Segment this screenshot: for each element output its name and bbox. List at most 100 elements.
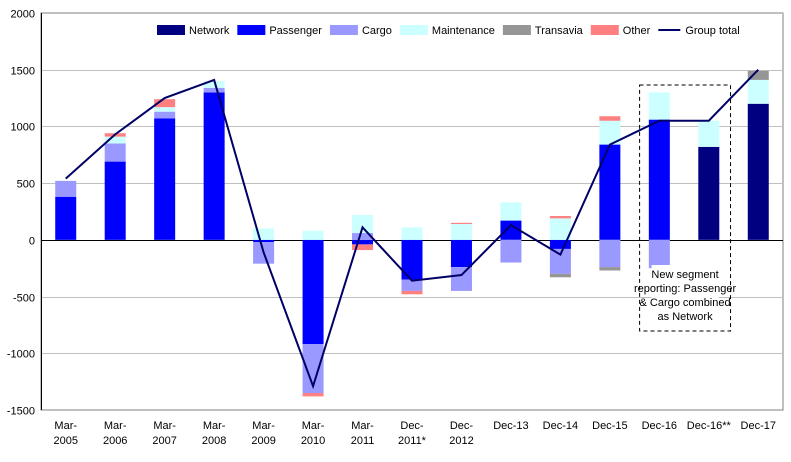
x-tick-label: Mar-: [351, 420, 374, 432]
x-tick-label: Mar-: [203, 420, 226, 432]
x-tick-label: Mar-: [54, 420, 77, 432]
legend-label: Maintenance: [432, 25, 495, 37]
annotation-text: reporting: Passenger: [634, 283, 736, 295]
bar-cargo: [55, 180, 77, 197]
x-tick-label: Dec-: [450, 420, 474, 432]
x-tick-label: Dec-17: [741, 420, 776, 432]
x-tick-label: Dec-16: [642, 420, 677, 432]
bar-other: [599, 116, 621, 121]
x-tick-label: Mar-: [302, 420, 325, 432]
y-tick-label: 500: [17, 179, 35, 191]
bar-cargo: [648, 239, 670, 269]
bar-maintenance: [104, 136, 126, 144]
bar-transavia: [747, 70, 769, 80]
bar-passenger: [549, 239, 571, 249]
bar-passenger: [104, 161, 126, 240]
bar-other: [154, 99, 176, 108]
bar-cargo: [352, 233, 374, 240]
bar-passenger: [302, 239, 324, 345]
bar-other: [401, 290, 423, 295]
bar-cargo: [154, 111, 176, 119]
bar-cargo: [599, 239, 621, 268]
bar-cargo: [302, 344, 324, 393]
annotation-text: as Network: [658, 311, 714, 323]
legend-label: Group total: [685, 25, 739, 37]
bar-passenger: [352, 239, 374, 245]
x-tick-label: Mar-: [153, 420, 176, 432]
plot-area: [40, 12, 784, 411]
x-tick-label: Mar-: [252, 420, 275, 432]
bar-other: [549, 216, 571, 219]
x-tick-label: 2011*: [398, 435, 427, 447]
bar-network: [698, 146, 720, 240]
bar-network: [747, 103, 769, 240]
x-tick-label: 2011: [351, 435, 375, 447]
bar-maintenance: [203, 81, 225, 88]
bar-maintenance: [352, 214, 374, 234]
bar-maintenance: [302, 230, 324, 240]
bar-passenger: [55, 196, 77, 240]
legend-swatch: [399, 25, 428, 35]
bar-transavia: [599, 267, 621, 271]
x-tick-label: 2006: [103, 435, 127, 447]
bar-passenger: [500, 220, 522, 240]
x-tick-label: Dec-15: [592, 420, 627, 432]
bar-maintenance: [747, 79, 769, 104]
legend-swatch: [237, 25, 266, 35]
bar-maintenance: [648, 92, 670, 120]
x-tick-label: Dec-13: [493, 420, 528, 432]
annotation-box: [639, 84, 732, 332]
y-tick-label: -1000: [7, 349, 35, 361]
y-tick-label: -1500: [7, 406, 35, 418]
bar-cargo: [500, 239, 522, 263]
legend-swatch: [157, 25, 185, 35]
bar-passenger: [203, 92, 225, 240]
bar-cargo: [401, 279, 423, 291]
x-tick-label: Dec-14: [543, 420, 578, 432]
legend-label: Passenger: [269, 25, 322, 37]
y-tick-label: 1500: [11, 66, 35, 78]
bar-other: [450, 222, 472, 224]
annotation-text: & Cargo combined: [640, 297, 731, 309]
x-tick-label: 2012: [449, 435, 473, 447]
legend-swatch: [590, 25, 619, 35]
bar-maintenance: [253, 228, 275, 240]
x-tick-label: Dec-16**: [687, 420, 732, 432]
bar-passenger: [401, 239, 423, 280]
x-tick-label: Mar-: [104, 420, 127, 432]
bar-passenger: [599, 144, 621, 240]
x-tick-label: 2005: [53, 435, 77, 447]
legend-swatch: [329, 25, 358, 35]
y-tick-label: -500: [13, 293, 35, 305]
bar-passenger: [450, 239, 472, 268]
group-total-line: [65, 69, 759, 390]
bar-passenger: [648, 119, 670, 240]
bar-passenger: [253, 239, 275, 243]
legend-label: Cargo: [362, 25, 392, 37]
annotation-text: New segment: [651, 269, 718, 281]
bar-maintenance: [154, 107, 176, 112]
bar-other: [352, 244, 374, 251]
bar-maintenance: [450, 223, 472, 240]
x-tick-label: 2008: [202, 435, 226, 447]
bar-maintenance: [401, 227, 423, 240]
legend-label: Transavia: [535, 25, 584, 37]
bar-maintenance: [500, 202, 522, 221]
x-tick-label: 2009: [251, 435, 275, 447]
bar-cargo: [549, 248, 571, 274]
bar-passenger: [154, 118, 176, 240]
x-tick-label: 2007: [152, 435, 176, 447]
legend-swatch: [502, 25, 531, 35]
legend-label: Network: [189, 25, 230, 37]
bar-cargo: [450, 267, 472, 291]
y-tick-label: 1000: [11, 122, 35, 134]
bar-maintenance: [599, 120, 621, 145]
bar-other: [302, 392, 324, 397]
bar-cargo: [104, 143, 126, 162]
x-tick-label: 2010: [301, 435, 325, 447]
annotation-backing: [651, 265, 719, 327]
x-tick-label: Dec-: [400, 420, 424, 432]
y-tick-label: 2000: [11, 9, 35, 21]
